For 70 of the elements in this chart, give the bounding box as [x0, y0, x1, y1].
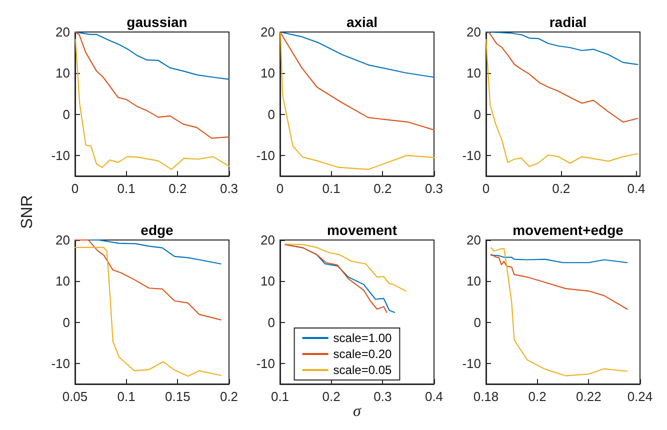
line-series [74, 38, 230, 170]
x-tick-label: 0.1 [270, 389, 290, 404]
legend-label: scale=0.20 [333, 347, 392, 361]
x-tick-label: 0.2 [220, 389, 238, 404]
y-tick-label: -10 [51, 356, 70, 371]
y-tick-label: 0 [474, 106, 481, 122]
y-tick-label: 20 [56, 232, 70, 248]
chart-title: radial [549, 14, 587, 30]
y-tick-label: -10 [256, 356, 275, 371]
y-tick-label: -10 [51, 148, 70, 163]
y-tick-label: 20 [466, 232, 481, 248]
x-tick-label: 0.2 [322, 389, 340, 404]
line-series [279, 31, 435, 78]
x-axis-title: σ [353, 403, 361, 421]
legend-label: scale=0.05 [333, 363, 392, 377]
line-series [485, 38, 638, 168]
y-tick-label: 0 [268, 314, 275, 330]
x-tick-label: 0.2 [528, 389, 546, 404]
line-series [74, 246, 222, 377]
x-tick-label: 0.3 [220, 181, 238, 196]
x-tick-label: 0.4 [424, 389, 444, 404]
y-tick-label: 10 [260, 66, 275, 81]
y-tick-label: 10 [260, 274, 275, 289]
y-tick-label: 0 [268, 106, 275, 122]
y-tick-label: 0 [474, 314, 481, 330]
x-tick-label: 0.1 [117, 181, 136, 196]
y-tick-label: 10 [466, 274, 481, 289]
chart-title: axial [346, 14, 378, 30]
y-tick-label: 20 [466, 24, 481, 40]
y-tick-label: -10 [462, 148, 481, 163]
x-tick-label: 0.22 [576, 389, 602, 404]
x-tick-label: 0.2 [168, 181, 187, 196]
y-tick-label: 20 [260, 232, 275, 248]
y-tick-label: -10 [256, 148, 275, 163]
chart-title: movement [326, 222, 398, 238]
chart-title: gaussian [126, 14, 188, 30]
y-tick-label: 20 [260, 24, 275, 40]
line-series [279, 31, 435, 130]
x-tick-label: 0.15 [165, 389, 190, 404]
line-series [74, 239, 222, 320]
line-series [485, 31, 638, 66]
y-tick-label: 20 [56, 24, 70, 40]
x-tick-label: 0.1 [117, 389, 136, 404]
y-tick-label: -10 [462, 356, 481, 371]
x-tick-label: 0.24 [627, 389, 653, 404]
chart-title: edge [140, 222, 174, 238]
chart-title: movement+edge [512, 222, 624, 238]
line-series [284, 244, 406, 292]
y-tick-label: 0 [62, 314, 70, 330]
y-tick-label: 10 [466, 66, 481, 81]
x-tick-label: 0.05 [62, 389, 88, 404]
x-tick-label: 0.18 [473, 389, 499, 404]
y-tick-label: 10 [56, 274, 70, 289]
line-series [74, 31, 230, 139]
x-tick-label: 0.1 [322, 181, 340, 196]
line-series [74, 31, 230, 80]
y-axis-title: SNR [19, 195, 37, 229]
x-tick-label: 0.2 [552, 181, 570, 196]
x-tick-label: 0.3 [424, 181, 444, 196]
line-series [280, 32, 435, 170]
x-tick-label: 0.4 [627, 181, 646, 196]
line-series [490, 254, 628, 310]
line-series [488, 31, 638, 123]
x-tick-label: 0.2 [374, 181, 392, 196]
legend-label: scale=1.00 [333, 331, 392, 345]
line-series [490, 247, 628, 376]
x-tick-label: 0.3 [374, 389, 392, 404]
y-tick-label: 10 [56, 66, 70, 81]
line-series [490, 254, 628, 264]
y-tick-label: 0 [62, 106, 70, 122]
